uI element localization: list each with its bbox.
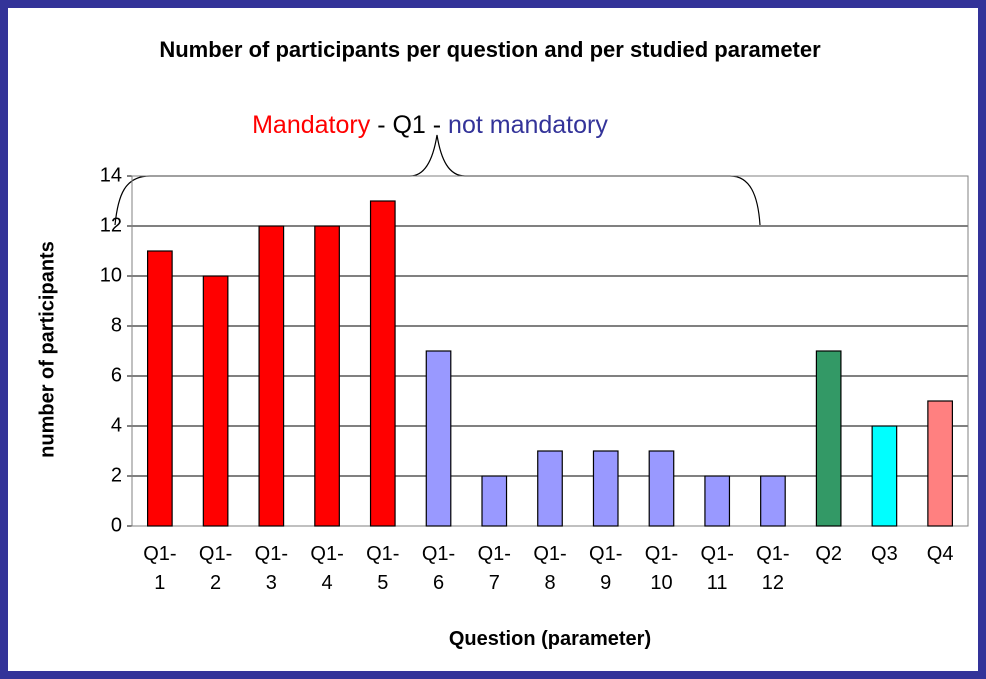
x-tick-label: Q2 — [815, 543, 842, 565]
x-tick-label: Q1-2 — [198, 543, 233, 594]
brace — [114, 134, 761, 226]
x-tick-label: Q1-11 — [700, 543, 734, 594]
bar — [648, 450, 675, 527]
y-tick-label: 0 — [111, 514, 122, 536]
bar — [481, 475, 508, 527]
y-tick-label: 6 — [111, 364, 122, 386]
annotation: Mandatory - Q1 - not mandatory — [180, 110, 680, 140]
bar — [369, 200, 396, 527]
bar — [147, 250, 173, 527]
y-tick-label: 8 — [111, 314, 122, 336]
bar — [202, 275, 229, 527]
x-axis-title: Question (parameter) — [448, 628, 652, 650]
x-tick-label: Q1-7 — [477, 543, 511, 594]
y-tick-label: 2 — [111, 464, 122, 486]
bar — [704, 475, 731, 527]
x-tick-label: Q1-12 — [756, 543, 790, 594]
x-tick-label: Q1-3 — [254, 543, 288, 594]
bar — [592, 450, 619, 527]
y-axis-title: number of participants — [36, 241, 59, 458]
x-tick-label: Q1-8 — [533, 543, 567, 594]
x-tick-label: Q1-6 — [421, 543, 456, 594]
x-tick-label: Q1-1 — [143, 543, 177, 594]
bar — [815, 350, 842, 527]
chart-title: Number of participants per question and … — [159, 37, 821, 62]
bar — [314, 225, 340, 527]
y-tick-label: 10 — [100, 264, 122, 286]
bar — [258, 225, 285, 527]
bar — [871, 425, 898, 527]
x-tick-label: Q1-10 — [644, 543, 679, 594]
annotation-part: Mandatory — [252, 111, 371, 139]
x-tick-label: Q1-4 — [310, 543, 344, 594]
annotation-part: not mandatory — [448, 111, 608, 139]
bar — [537, 450, 563, 527]
x-tick-label: Q3 — [871, 543, 898, 565]
bar — [760, 475, 786, 527]
bar — [425, 350, 452, 527]
bar — [927, 400, 953, 527]
annotation-part: - Q1 - — [377, 111, 442, 139]
x-tick-label: Q1-5 — [366, 543, 400, 594]
y-tick-label: 14 — [100, 164, 122, 186]
y-tick-label: 4 — [111, 414, 122, 436]
y-tick-label: 12 — [100, 214, 122, 236]
x-tick-label: Q4 — [926, 543, 954, 565]
x-tick-label: Q1-9 — [589, 543, 623, 594]
